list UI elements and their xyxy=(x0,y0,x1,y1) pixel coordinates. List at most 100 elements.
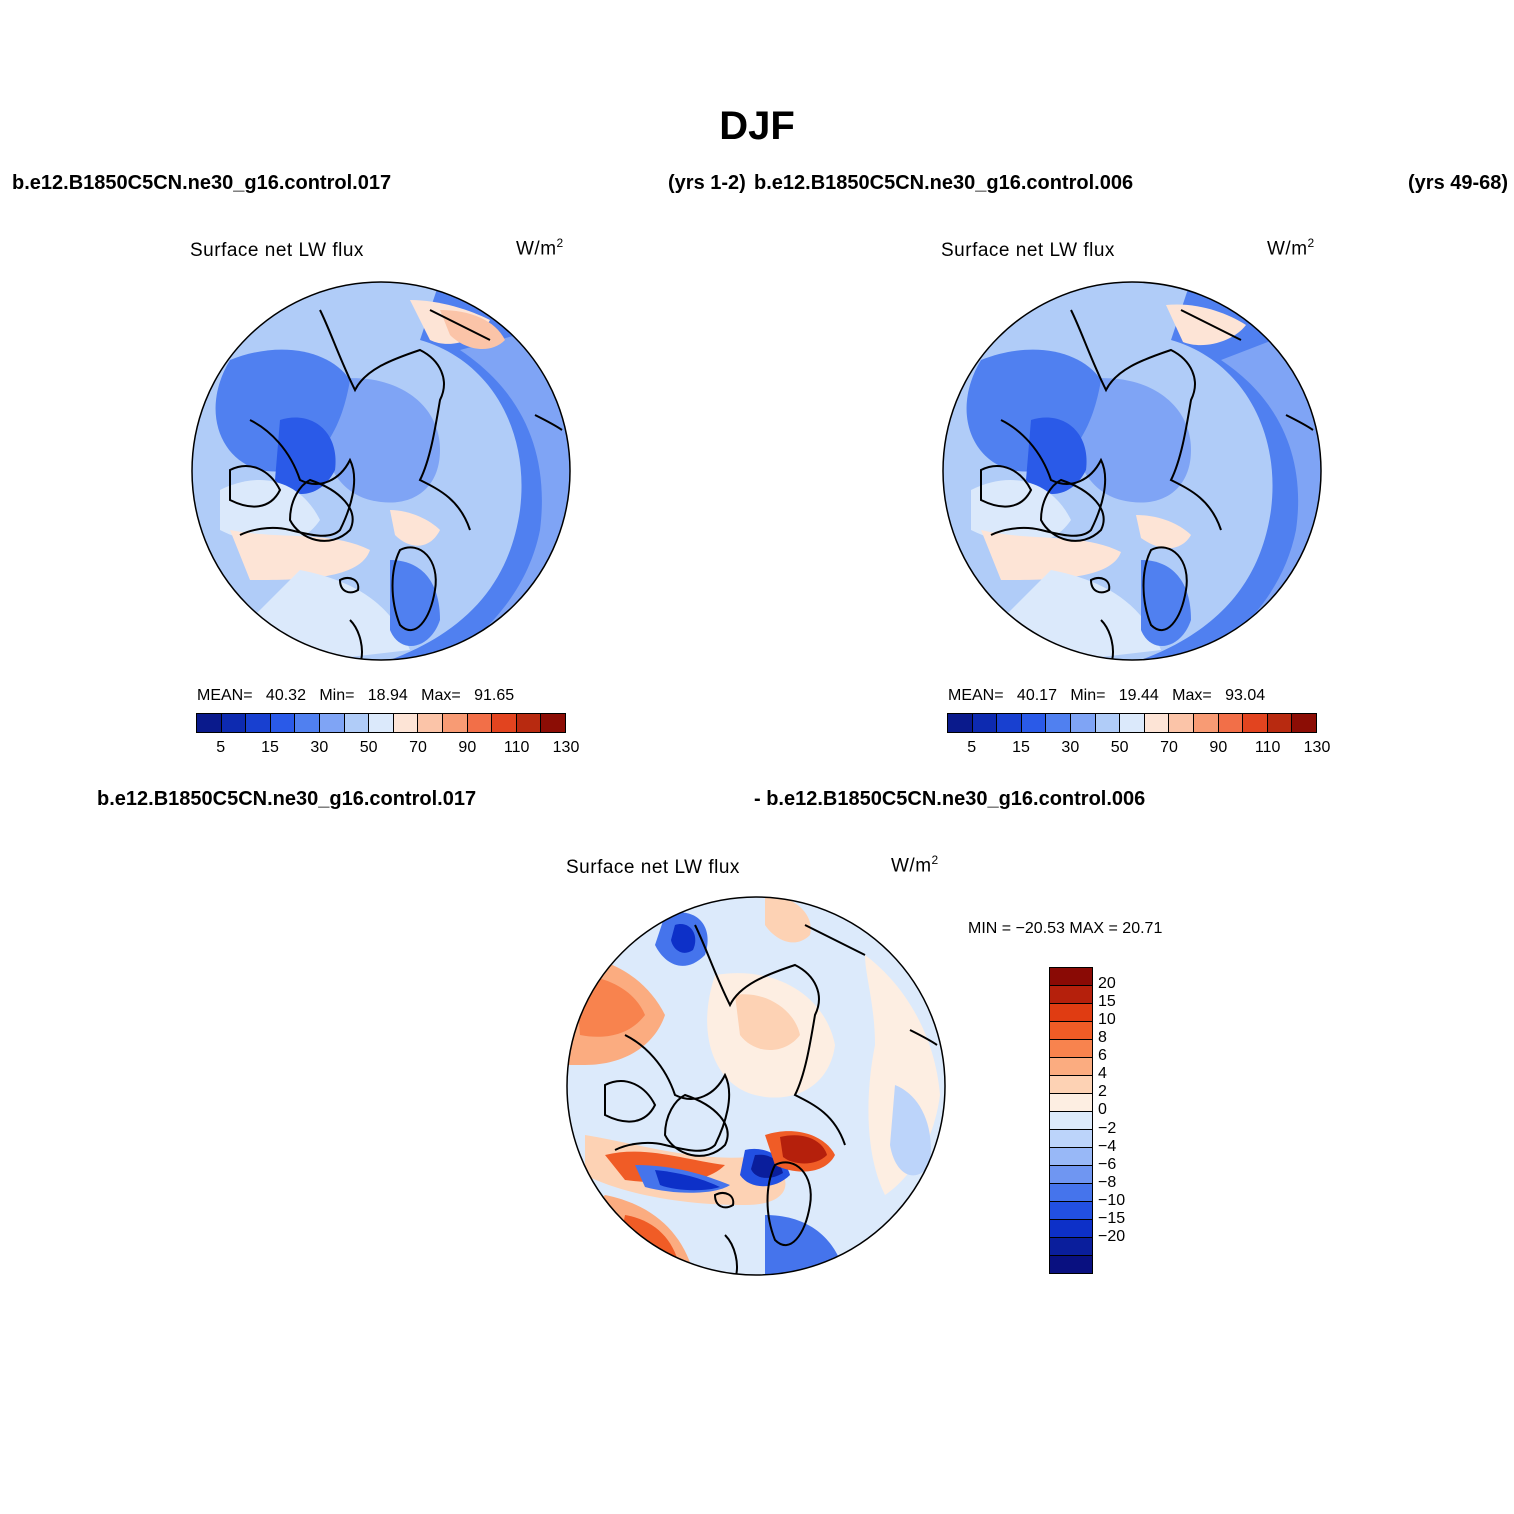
colorbar-swatch xyxy=(1169,714,1194,732)
colorbar-swatch xyxy=(344,714,370,732)
panel2-polar-map xyxy=(942,281,1322,661)
colorbar-tick-label: 110 xyxy=(1254,739,1281,756)
colorbar-tick-label: 90 xyxy=(1209,739,1228,756)
diff-case1-header: b.e12.B1850C5CN.ne30_g16.control.017 xyxy=(97,788,477,810)
colorbar-swatch xyxy=(1050,1112,1092,1130)
colorbar-swatch xyxy=(1050,1184,1092,1202)
colorbar-swatch xyxy=(197,714,222,732)
colorbar-tick-label: 15 xyxy=(261,739,279,756)
colorbar-swatch xyxy=(1050,1022,1092,1040)
colorbar-swatch xyxy=(1050,1166,1092,1184)
colorbar-tick-label: −6 xyxy=(1098,1155,1117,1173)
colorbar-tick-label: −8 xyxy=(1098,1173,1117,1191)
colorbar-swatch xyxy=(1021,714,1047,732)
colorbar-swatch xyxy=(1050,1148,1092,1166)
panel1-colorbar xyxy=(196,713,566,733)
colorbar-swatch xyxy=(319,714,345,732)
colorbar-tick-label: 20 xyxy=(1098,975,1116,993)
diff-units: W/m2 xyxy=(891,853,939,877)
colorbar-swatch xyxy=(541,714,565,732)
panel1-units: W/m2 xyxy=(516,236,564,260)
colorbar-tick-label: −20 xyxy=(1098,1227,1126,1245)
colorbar-swatch xyxy=(1050,986,1092,1004)
colorbar-tick-label: −15 xyxy=(1098,1209,1126,1227)
diff-case2-header: - b.e12.B1850C5CN.ne30_g16.control.006 xyxy=(754,788,1146,810)
colorbar-swatch xyxy=(221,714,247,732)
panel1-polar-map xyxy=(191,281,571,661)
colorbar-swatch xyxy=(1046,714,1071,732)
colorbar-tick-label: 30 xyxy=(310,739,329,756)
colorbar-tick-label: 70 xyxy=(1160,739,1178,756)
colorbar-tick-label: 0 xyxy=(1098,1101,1107,1119)
colorbar-swatch xyxy=(1267,714,1293,732)
panel2-colorbar-ticks: 5 15 30 50 70 90 110 130 xyxy=(947,739,1330,759)
colorbar-tick-label: 8 xyxy=(1098,1029,1107,1047)
case1-header: b.e12.B1850C5CN.ne30_g16.control.017 xyxy=(12,172,392,194)
colorbar-swatch xyxy=(1050,1076,1092,1094)
colorbar-swatch xyxy=(467,714,493,732)
colorbar-swatch xyxy=(1243,714,1268,732)
colorbar-swatch xyxy=(1120,714,1145,732)
colorbar-tick-label: 10 xyxy=(1098,1011,1116,1029)
colorbar-swatch xyxy=(997,714,1022,732)
panel1-title: Surface net LW flux xyxy=(190,240,364,261)
colorbar-swatch xyxy=(948,714,973,732)
diff-title: Surface net LW flux xyxy=(566,857,740,878)
colorbar-swatch xyxy=(1050,1130,1092,1148)
diff-minmax: MIN = −20.53 MAX = 20.71 xyxy=(968,920,1163,937)
colorbar-tick-label: 4 xyxy=(1098,1065,1107,1083)
colorbar-swatch xyxy=(418,714,443,732)
diff-polar-map xyxy=(566,896,946,1276)
years1-label: (yrs 1-2) xyxy=(668,172,746,194)
colorbar-swatch xyxy=(393,714,419,732)
colorbar-swatch xyxy=(1050,1094,1092,1112)
colorbar-tick-label: 5 xyxy=(216,739,226,756)
colorbar-tick-label: 130 xyxy=(1303,739,1331,756)
panel1-stats: MEAN= 40.32 Min= 18.94 Max= 91.65 xyxy=(197,687,515,704)
colorbar-tick-label: 90 xyxy=(458,739,477,756)
colorbar-tick-label: 50 xyxy=(359,739,378,756)
colorbar-swatch xyxy=(1050,968,1092,986)
colorbar-swatch xyxy=(1292,714,1316,732)
colorbar-swatch xyxy=(270,714,296,732)
panel2-stats: MEAN= 40.17 Min= 19.44 Max= 93.04 xyxy=(948,687,1266,704)
colorbar-tick-label: 30 xyxy=(1061,739,1080,756)
colorbar-swatch xyxy=(1050,1220,1092,1238)
main-title: DJF xyxy=(719,104,795,148)
colorbar-swatch xyxy=(246,714,271,732)
colorbar-swatch xyxy=(1050,1202,1092,1220)
colorbar-swatch xyxy=(492,714,517,732)
panel2-colorbar xyxy=(947,713,1317,733)
colorbar-tick-label: 2 xyxy=(1098,1083,1107,1101)
colorbar-tick-label: 70 xyxy=(409,739,427,756)
colorbar-swatch xyxy=(1218,714,1244,732)
panel2-title: Surface net LW flux xyxy=(941,240,1115,261)
diff-colorbar xyxy=(1049,967,1093,1274)
colorbar-tick-label: 110 xyxy=(503,739,530,756)
colorbar-swatch xyxy=(516,714,542,732)
colorbar-tick-label: 15 xyxy=(1098,993,1116,1011)
colorbar-tick-label: −10 xyxy=(1098,1191,1126,1209)
colorbar-swatch xyxy=(1095,714,1121,732)
colorbar-swatch xyxy=(1050,1004,1092,1022)
colorbar-tick-label: 6 xyxy=(1098,1047,1107,1065)
colorbar-tick-label: 50 xyxy=(1110,739,1129,756)
colorbar-tick-label: −4 xyxy=(1098,1137,1117,1155)
colorbar-swatch xyxy=(1050,1040,1092,1058)
panel2-units: W/m2 xyxy=(1267,236,1315,260)
colorbar-swatch xyxy=(1050,1058,1092,1076)
diff-colorbar-ticks: 20 15 10 8 6 4 2 0 −2 −4 −6 −8 −10 −15 −20 xyxy=(1098,967,1158,1274)
colorbar-swatch xyxy=(1144,714,1170,732)
colorbar-tick-label: −2 xyxy=(1098,1119,1117,1137)
panel1-colorbar-ticks: 5 15 30 50 70 90 110 130 xyxy=(196,739,579,759)
colorbar-tick-label: 130 xyxy=(552,739,580,756)
colorbar-swatch xyxy=(1050,1256,1092,1273)
colorbar-swatch xyxy=(295,714,320,732)
colorbar-swatch xyxy=(442,714,468,732)
colorbar-swatch xyxy=(1070,714,1096,732)
years2-label: (yrs 49-68) xyxy=(1408,172,1509,194)
colorbar-swatch xyxy=(972,714,998,732)
colorbar-tick-label: 15 xyxy=(1012,739,1030,756)
colorbar-swatch xyxy=(1193,714,1219,732)
colorbar-tick-label: 5 xyxy=(967,739,977,756)
